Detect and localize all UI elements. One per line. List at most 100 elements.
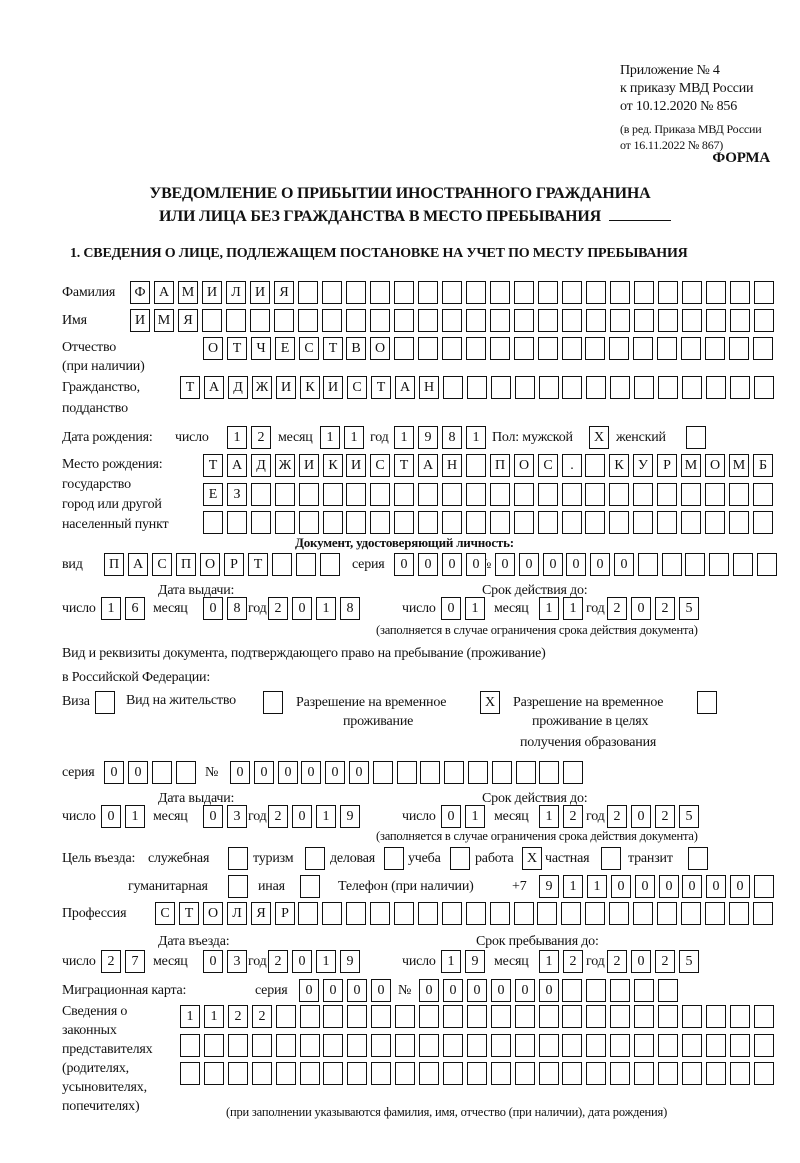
char-cell[interactable] — [420, 761, 440, 784]
char-cell[interactable] — [252, 1062, 272, 1085]
char-cell[interactable] — [539, 761, 559, 784]
char-cell[interactable] — [490, 309, 510, 332]
char-cell[interactable]: Ф — [130, 281, 150, 304]
char-cell[interactable] — [371, 1062, 391, 1085]
char-cell[interactable] — [682, 309, 702, 332]
char-cell[interactable]: 8 — [340, 597, 360, 620]
char-cell[interactable] — [394, 309, 414, 332]
char-cell[interactable] — [468, 761, 488, 784]
char-cell[interactable]: Д — [251, 454, 271, 477]
char-cell[interactable] — [296, 553, 316, 576]
char-cell[interactable]: 0 — [418, 553, 438, 576]
char-cell[interactable] — [585, 454, 605, 477]
char-cell[interactable]: 0 — [467, 979, 487, 1002]
char-cell[interactable] — [176, 761, 196, 784]
char-cell[interactable] — [514, 337, 534, 360]
char-cell[interactable] — [730, 1034, 750, 1057]
char-cell[interactable] — [657, 337, 677, 360]
char-cell[interactable] — [754, 875, 774, 898]
char-cell[interactable] — [419, 1062, 439, 1085]
char-cell[interactable] — [514, 483, 534, 506]
char-cell[interactable]: 0 — [614, 553, 634, 576]
char-cell[interactable]: З — [227, 483, 247, 506]
char-cell[interactable]: 0 — [659, 875, 679, 898]
char-cell[interactable]: Т — [323, 337, 343, 360]
char-cell[interactable]: А — [418, 454, 438, 477]
char-cell[interactable] — [419, 1005, 439, 1028]
char-cell[interactable] — [585, 483, 605, 506]
char-cell[interactable]: 0 — [349, 761, 369, 784]
char-cell[interactable] — [203, 511, 223, 534]
char-cell[interactable]: Т — [227, 337, 247, 360]
char-cell[interactable]: О — [370, 337, 390, 360]
char-cell[interactable] — [634, 979, 654, 1002]
char-cell[interactable]: И — [323, 376, 343, 399]
char-cell[interactable]: 5 — [679, 950, 699, 973]
char-cell[interactable] — [730, 376, 750, 399]
char-cell[interactable] — [323, 483, 343, 506]
char-cell[interactable]: 0 — [543, 553, 563, 576]
char-cell[interactable]: А — [227, 454, 247, 477]
char-cell[interactable] — [539, 376, 559, 399]
checkbox[interactable]: X — [589, 426, 609, 449]
char-cell[interactable]: С — [155, 902, 175, 925]
char-cell[interactable] — [586, 1062, 606, 1085]
char-cell[interactable] — [466, 309, 486, 332]
char-cell[interactable]: 1 — [539, 597, 559, 620]
char-cell[interactable] — [394, 337, 414, 360]
char-cell[interactable] — [467, 1062, 487, 1085]
char-cell[interactable]: Т — [248, 553, 268, 576]
char-cell[interactable] — [394, 902, 414, 925]
char-cell[interactable] — [562, 1062, 582, 1085]
char-cell[interactable] — [586, 1034, 606, 1057]
char-cell[interactable]: 0 — [278, 761, 298, 784]
char-cell[interactable]: 1 — [180, 1005, 200, 1028]
char-cell[interactable] — [276, 1062, 296, 1085]
char-cell[interactable] — [610, 1062, 630, 1085]
char-cell[interactable] — [418, 483, 438, 506]
char-cell[interactable] — [466, 281, 486, 304]
char-cell[interactable] — [467, 1005, 487, 1028]
checkbox[interactable] — [601, 847, 621, 870]
char-cell[interactable] — [538, 337, 558, 360]
char-cell[interactable]: 2 — [655, 805, 675, 828]
char-cell[interactable] — [633, 337, 653, 360]
char-cell[interactable]: О — [203, 902, 223, 925]
char-cell[interactable]: 0 — [441, 805, 461, 828]
char-cell[interactable] — [586, 309, 606, 332]
char-cell[interactable]: 0 — [292, 950, 312, 973]
char-cell[interactable]: В — [346, 337, 366, 360]
char-cell[interactable] — [657, 902, 677, 925]
char-cell[interactable]: 0 — [301, 761, 321, 784]
char-cell[interactable]: 9 — [539, 875, 559, 898]
char-cell[interactable] — [466, 337, 486, 360]
char-cell[interactable] — [418, 309, 438, 332]
char-cell[interactable]: 0 — [495, 553, 515, 576]
char-cell[interactable]: 1 — [394, 426, 414, 449]
char-cell[interactable]: 0 — [325, 761, 345, 784]
checkbox[interactable] — [300, 875, 320, 898]
char-cell[interactable] — [585, 337, 605, 360]
char-cell[interactable] — [491, 1062, 511, 1085]
char-cell[interactable] — [466, 454, 486, 477]
char-cell[interactable] — [346, 902, 366, 925]
char-cell[interactable]: О — [200, 553, 220, 576]
char-cell[interactable] — [490, 281, 510, 304]
char-cell[interactable] — [443, 1062, 463, 1085]
char-cell[interactable]: К — [609, 454, 629, 477]
char-cell[interactable] — [633, 902, 653, 925]
char-cell[interactable]: К — [300, 376, 320, 399]
char-cell[interactable] — [347, 1034, 367, 1057]
char-cell[interactable] — [180, 1034, 200, 1057]
char-cell[interactable]: Т — [394, 454, 414, 477]
char-cell[interactable] — [371, 1034, 391, 1057]
char-cell[interactable]: 1 — [587, 875, 607, 898]
char-cell[interactable] — [300, 1062, 320, 1085]
char-cell[interactable] — [562, 483, 582, 506]
char-cell[interactable] — [634, 376, 654, 399]
char-cell[interactable] — [323, 1005, 343, 1028]
char-cell[interactable] — [298, 309, 318, 332]
char-cell[interactable]: А — [128, 553, 148, 576]
char-cell[interactable] — [275, 511, 295, 534]
char-cell[interactable]: 0 — [730, 875, 750, 898]
